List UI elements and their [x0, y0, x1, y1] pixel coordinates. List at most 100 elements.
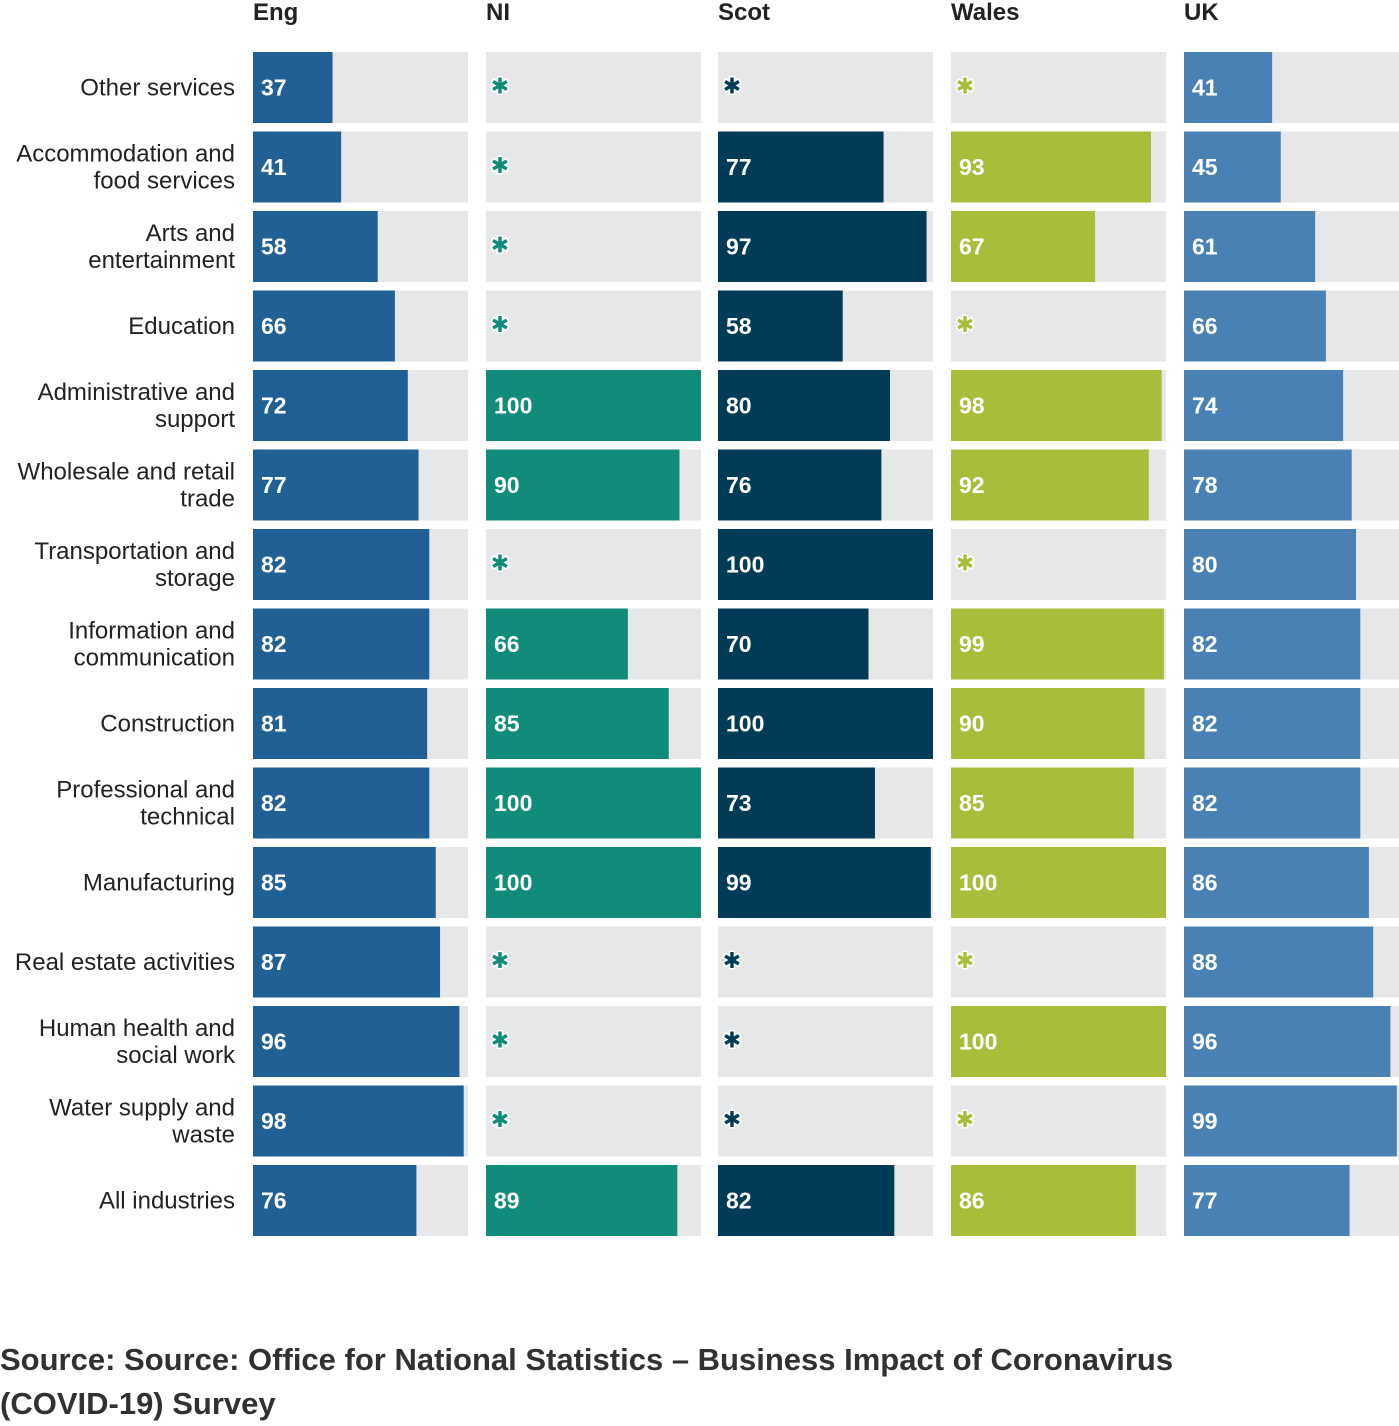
data-label: 61 — [1192, 234, 1218, 260]
bar-track — [486, 290, 701, 362]
data-label: 77 — [726, 154, 752, 180]
row-label: Other services — [80, 75, 235, 102]
bar — [718, 847, 931, 918]
bar — [951, 608, 1164, 680]
data-label: 100 — [494, 393, 532, 419]
row-label: Administrative and support — [38, 379, 236, 433]
bar — [1184, 767, 1361, 839]
suppressed-marker: ✱ — [956, 1108, 974, 1133]
data-label: 82 — [261, 790, 287, 816]
bar — [951, 1165, 1136, 1236]
bar — [951, 1006, 1166, 1077]
bar-track — [951, 1085, 1166, 1157]
data-label: 78 — [1192, 472, 1218, 498]
row-label: Real estate activities — [15, 949, 235, 976]
bar — [951, 370, 1162, 441]
suppressed-marker: ✱ — [723, 1108, 741, 1133]
row-label: Transportation and storage — [34, 538, 235, 592]
bar — [253, 767, 430, 839]
bar — [718, 1165, 895, 1236]
suppressed-marker: ✱ — [491, 75, 509, 100]
bar-track — [951, 290, 1166, 362]
bar — [486, 1165, 678, 1236]
data-label: 99 — [959, 631, 985, 657]
data-label: 96 — [261, 1029, 287, 1055]
bar — [1184, 847, 1369, 918]
bar — [1184, 1165, 1350, 1236]
suppressed-marker: ✱ — [491, 552, 509, 577]
bar — [1184, 131, 1281, 203]
suppressed-marker: ✱ — [491, 154, 509, 179]
row-label: Arts and entertainment — [88, 220, 235, 274]
suppressed-marker: ✱ — [491, 1108, 509, 1133]
bar — [718, 131, 884, 203]
bar — [718, 608, 869, 680]
bar — [253, 529, 430, 600]
bar-track — [718, 926, 933, 998]
bar-track — [486, 1085, 701, 1157]
data-label: 100 — [959, 870, 997, 896]
bar — [951, 767, 1134, 839]
bar — [486, 688, 669, 759]
bar — [951, 131, 1151, 203]
suppressed-marker: ✱ — [491, 949, 509, 974]
bar — [718, 529, 933, 600]
bar — [253, 290, 395, 362]
data-label: 74 — [1192, 393, 1218, 419]
data-label: 66 — [1192, 313, 1218, 339]
bar-track — [951, 529, 1166, 600]
data-label: 66 — [261, 313, 287, 339]
bar — [1184, 449, 1352, 521]
bar-track — [486, 52, 701, 123]
suppressed-marker: ✱ — [723, 1029, 741, 1054]
bar — [1184, 290, 1326, 362]
data-label: 70 — [726, 631, 752, 657]
data-label: 76 — [726, 472, 752, 498]
data-label: 90 — [494, 472, 520, 498]
data-label: 100 — [726, 711, 764, 737]
bar — [253, 131, 342, 203]
row-label: All industries — [99, 1188, 235, 1215]
suppressed-marker: ✱ — [956, 75, 974, 100]
suppressed-marker: ✱ — [956, 552, 974, 577]
panel-header-uk: UK — [1184, 0, 1219, 26]
data-label: 100 — [959, 1029, 997, 1055]
data-label: 82 — [1192, 790, 1218, 816]
bar — [1184, 688, 1361, 759]
panel-header-scot: Scot — [718, 0, 770, 26]
data-label: 100 — [494, 790, 532, 816]
bar-track — [486, 131, 701, 203]
bar-track — [951, 926, 1166, 998]
suppressed-marker: ✱ — [491, 313, 509, 338]
data-label: 88 — [1192, 949, 1218, 975]
data-label: 85 — [261, 870, 287, 896]
row-label: Accommodation and food services — [16, 141, 235, 195]
bar — [1184, 926, 1374, 998]
data-label: 90 — [959, 711, 985, 737]
bar — [253, 370, 408, 441]
data-label: 86 — [959, 1188, 985, 1214]
data-label: 77 — [1192, 1188, 1218, 1214]
bar — [253, 926, 441, 998]
bar — [951, 449, 1149, 521]
bar-track — [486, 1006, 701, 1077]
suppressed-marker: ✱ — [723, 949, 741, 974]
bar — [253, 52, 333, 123]
data-label: 72 — [261, 393, 287, 419]
data-label: 73 — [726, 790, 752, 816]
bar — [486, 370, 701, 441]
bar-track — [486, 926, 701, 998]
bar — [718, 449, 882, 521]
data-label: 77 — [261, 472, 287, 498]
chart: Eng NI Scot Wales UK Other services Accommodat… — [15, 0, 1399, 1236]
data-label: 96 — [1192, 1029, 1218, 1055]
data-label: 100 — [726, 552, 764, 578]
bar-track — [486, 211, 701, 282]
row-label: Education — [128, 313, 235, 340]
row-label: Construction — [100, 711, 235, 738]
bar — [718, 211, 927, 282]
data-label: 45 — [1192, 154, 1218, 180]
bar — [486, 847, 701, 918]
bar — [951, 847, 1166, 918]
bar — [951, 211, 1096, 282]
